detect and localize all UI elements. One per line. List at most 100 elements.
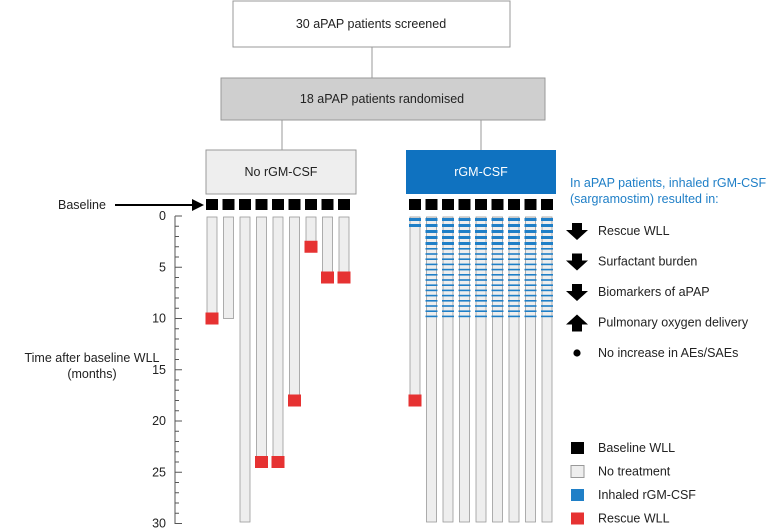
inhaled-dose-stripe <box>458 305 471 307</box>
axis-tick-20: 20 <box>152 414 166 428</box>
inhaled-dose-stripe <box>541 310 553 312</box>
axis-tick-5: 5 <box>159 260 166 274</box>
inhaled-dose-stripe <box>442 268 454 271</box>
inhaled-dose-stripe <box>458 294 471 297</box>
baseline-wll-marker <box>338 199 350 210</box>
inhaled-dose-stripe <box>475 258 487 260</box>
baseline-wll-marker <box>442 199 454 210</box>
inhaled-dose-stripe <box>524 305 537 307</box>
inhaled-dose-stripe <box>491 263 504 266</box>
treatment-patient-bar <box>475 199 487 523</box>
rescue-wll-marker <box>321 271 334 284</box>
rescue-wll-marker <box>288 394 301 407</box>
inhaled-dose-stripe <box>541 258 553 260</box>
inhaled-dose-stripe <box>491 253 504 255</box>
inhaled-dose-stripe <box>541 274 553 276</box>
follow-up-bar <box>206 216 218 319</box>
inhaled-dose-stripe <box>524 284 537 286</box>
result-item-text: No increase in AEs/SAEs <box>598 346 738 360</box>
inhaled-dose-stripe <box>508 279 520 281</box>
inhaled-dose-stripe <box>508 305 520 307</box>
treatment-arm-box: rGM-CSF <box>406 150 556 194</box>
treatment-arm-label: rGM-CSF <box>454 165 508 179</box>
inhaled-dose-stripe <box>475 289 487 292</box>
result-item: Rescue WLL <box>566 223 670 240</box>
control-patient-bar <box>288 199 301 407</box>
inhaled-dose-stripe <box>442 230 454 233</box>
inhaled-dose-stripe <box>442 310 454 312</box>
inhaled-dose-stripe <box>458 230 471 233</box>
axis-label-line2: (months) <box>67 367 116 381</box>
control-patient-bar <box>222 199 235 319</box>
inhaled-dose-stripe <box>442 242 454 245</box>
follow-up-bar <box>289 216 300 401</box>
inhaled-dose-stripe <box>425 294 438 297</box>
inhaled-dose-stripe <box>442 253 454 255</box>
inhaled-dose-stripe <box>458 289 471 292</box>
inhaled-dose-stripe <box>491 248 504 250</box>
inhaled-dose-stripe <box>458 300 471 302</box>
inhaled-dose-stripe <box>491 284 504 286</box>
inhaled-dose-stripe <box>541 284 553 286</box>
inhaled-dose-stripe <box>524 253 537 255</box>
inhaled-dose-stripe <box>475 224 487 227</box>
randomised-box: 18 aPAP patients randomised <box>220 77 546 121</box>
inhaled-dose-stripe <box>524 218 537 221</box>
results-heading-line1: In aPAP patients, inhaled rGM-CSF <box>570 176 767 190</box>
inhaled-dose-stripe <box>458 248 471 250</box>
time-axis: 0 5 10 15 20 25 30 <box>152 209 182 531</box>
follow-up-bar <box>256 216 267 463</box>
control-arm-label: No rGM-CSF <box>245 165 318 179</box>
baseline-wll-marker <box>239 199 251 210</box>
inhaled-dose-stripe <box>491 294 504 297</box>
result-item: No increase in AEs/SAEs <box>573 346 738 360</box>
inhaled-dose-stripe <box>541 248 553 250</box>
inhaled-dose-stripe <box>524 310 537 312</box>
randomised-box-label: 18 aPAP patients randomised <box>300 92 464 106</box>
rescue-wll-marker <box>337 271 351 284</box>
inhaled-dose-stripe <box>541 242 553 245</box>
inhaled-dose-stripe <box>524 224 537 227</box>
inhaled-dose-stripe <box>425 315 438 318</box>
inhaled-dose-stripe <box>541 294 553 297</box>
inhaled-dose-stripe <box>409 224 421 227</box>
treatment-patient-bar <box>524 199 537 523</box>
arrow-up-icon <box>566 314 588 332</box>
inhaled-dose-stripe <box>458 218 471 221</box>
inhaled-dose-stripe <box>458 284 471 286</box>
inhaled-dose-stripe <box>508 230 520 233</box>
inhaled-dose-stripe <box>524 242 537 245</box>
inhaled-dose-stripe <box>425 253 438 255</box>
rescue-wll-marker <box>304 240 318 253</box>
baseline-wll-marker <box>425 199 438 210</box>
inhaled-dose-stripe <box>491 268 504 271</box>
inhaled-dose-stripe <box>491 236 504 239</box>
result-item-text: Surfactant burden <box>598 255 697 269</box>
inhaled-dose-stripe <box>475 218 487 221</box>
legend-swatch <box>570 465 585 478</box>
inhaled-dose-stripe <box>524 300 537 302</box>
control-arm-box: No rGM-CSF <box>205 149 357 195</box>
inhaled-dose-stripe <box>524 289 537 292</box>
inhaled-dose-stripe <box>442 289 454 292</box>
inhaled-dose-stripe <box>524 248 537 250</box>
inhaled-dose-stripe <box>458 236 471 239</box>
axis-tick-30: 30 <box>152 517 166 531</box>
inhaled-dose-stripe <box>524 230 537 233</box>
inhaled-dose-stripe <box>475 305 487 307</box>
inhaled-dose-stripe <box>458 279 471 281</box>
inhaled-dose-stripe <box>541 218 553 221</box>
inhaled-dose-stripe <box>524 263 537 266</box>
inhaled-dose-stripe <box>425 258 438 260</box>
inhaled-dose-stripe <box>442 263 454 266</box>
follow-up-bar <box>475 216 487 523</box>
treatment-patient-bar <box>491 199 504 523</box>
baseline-wll-marker <box>524 199 537 210</box>
rescue-wll-marker <box>255 456 268 468</box>
result-item-text: Biomarkers of aPAP <box>598 285 710 299</box>
result-item-text: Pulmonary oxygen delivery <box>598 316 749 330</box>
inhaled-dose-stripe <box>458 242 471 245</box>
inhaled-dose-stripe <box>524 294 537 297</box>
inhaled-dose-stripe <box>442 305 454 307</box>
legend-item-none: No treatment <box>570 465 671 479</box>
